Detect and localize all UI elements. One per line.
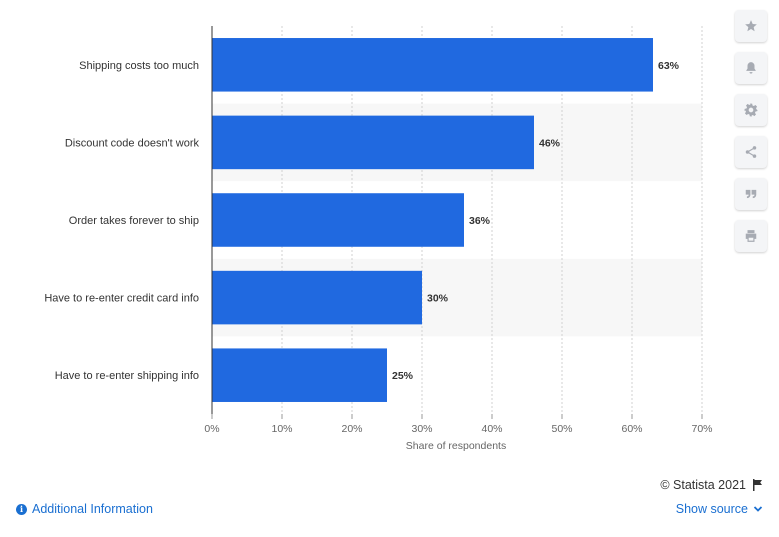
category-label: Have to re-enter shipping info [55,370,199,382]
category-labels: Shipping costs too much Discount code doe… [44,60,199,382]
x-tick-label: 60% [621,423,642,435]
value-labels: 63% 46% 36% 30% 25% [392,60,680,382]
bar [212,270,422,325]
additional-information-label: Additional Information [32,502,153,516]
notification-button[interactable] [735,52,767,84]
x-tick-label: 70% [691,423,712,435]
settings-button[interactable] [735,94,767,126]
share-icon [745,146,757,158]
share-button[interactable] [735,136,767,168]
chevron-down-icon [753,506,763,512]
category-label: Shipping costs too much [79,60,199,72]
category-label: Order takes forever to ship [69,215,199,227]
bar [212,348,387,402]
x-tick-label: 10% [271,423,292,435]
copyright-credit: © Statista 2021 [660,478,763,492]
x-tick-label: 50% [551,423,572,435]
x-axis-ticks: 0% 10% 20% 30% 40% 50% 60% 70% [204,414,713,435]
bar [212,115,534,170]
bars [212,38,653,402]
x-tick-label: 20% [341,423,362,435]
value-label: 36% [469,215,491,227]
x-tick-label: 0% [204,423,219,435]
value-label: 46% [539,137,561,149]
show-source-link[interactable]: Show source [676,502,763,516]
quote-icon [745,189,757,199]
bar [212,193,464,247]
category-label: Have to re-enter credit card info [44,293,199,305]
value-label: 25% [392,370,414,382]
value-label: 63% [658,60,680,72]
flag-icon[interactable] [752,479,763,491]
bar [212,38,653,92]
gear-icon [744,103,758,117]
credit-text: © Statista 2021 [660,478,746,492]
category-label: Discount code doesn't work [65,137,200,149]
bell-icon [746,62,756,74]
value-label: 30% [427,293,449,305]
info-icon: i [16,503,27,515]
bar-chart: Shipping costs too much Discount code doe… [44,26,713,452]
x-tick-label: 40% [481,423,502,435]
star-icon [745,20,757,32]
show-source-label: Show source [675,502,748,516]
x-axis-title: Share of respondents [406,440,506,452]
favorite-button[interactable] [735,10,767,42]
additional-information-link[interactable]: i Additional Information [16,502,153,516]
print-icon [745,230,757,242]
x-tick-label: 30% [411,423,432,435]
print-button[interactable] [735,220,767,252]
cite-button[interactable] [735,178,767,210]
